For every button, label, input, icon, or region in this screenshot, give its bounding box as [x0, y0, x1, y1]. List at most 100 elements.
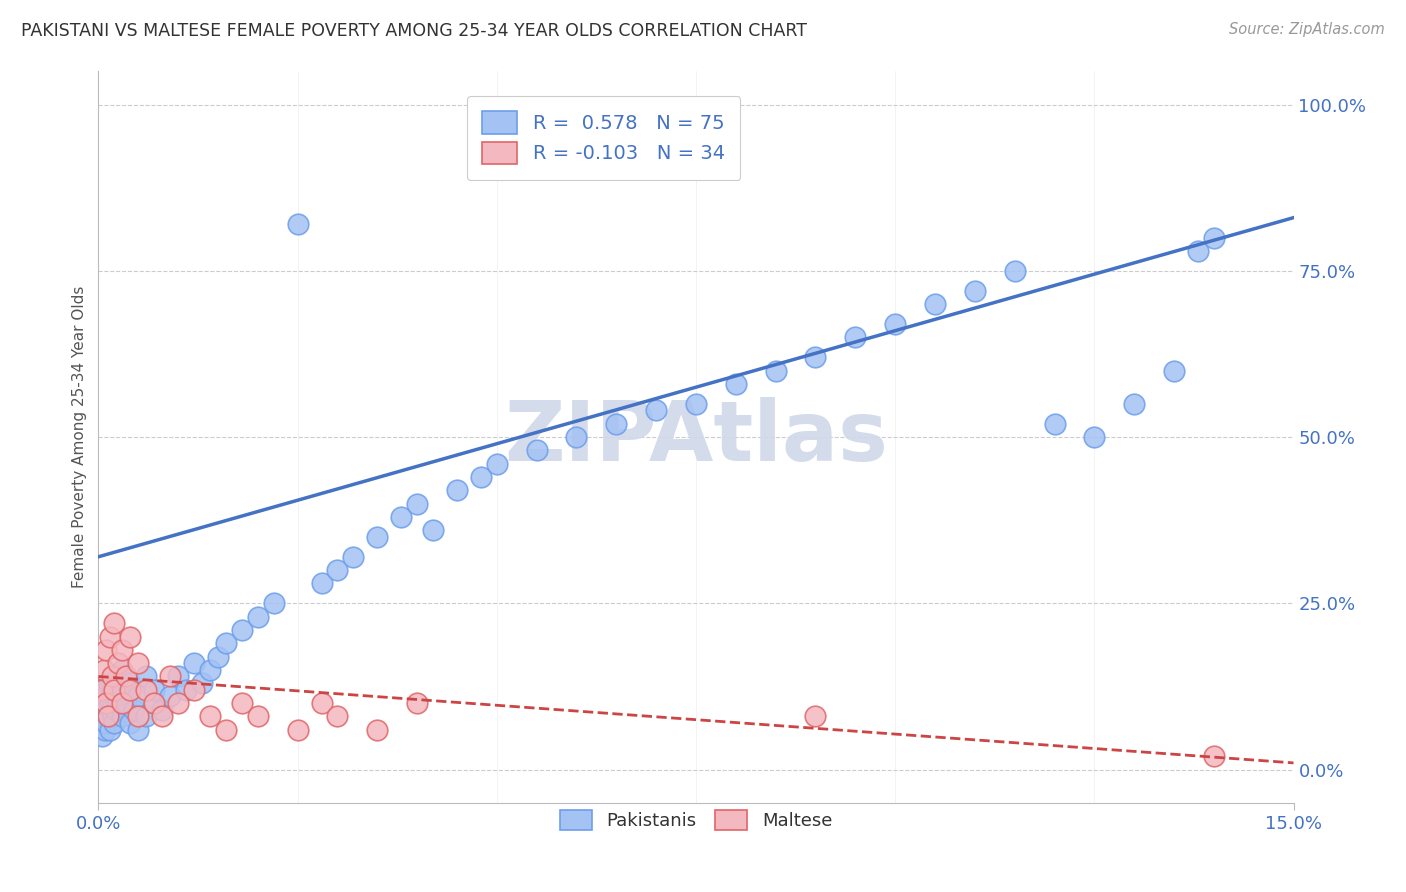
Point — [111, 682, 134, 697]
Point — [765, 363, 787, 377]
Point — [90, 729, 112, 743]
Point — [231, 696, 253, 710]
Text: PAKISTANI VS MALTESE FEMALE POVERTY AMONG 25-34 YEAR OLDS CORRELATION CHART: PAKISTANI VS MALTESE FEMALE POVERTY AMON… — [21, 22, 807, 40]
Point — [104, 703, 127, 717]
Point — [446, 483, 468, 498]
Point — [150, 703, 173, 717]
Point — [93, 663, 115, 677]
Point — [127, 656, 149, 670]
Point — [120, 630, 142, 644]
Point — [96, 696, 118, 710]
Point — [963, 284, 986, 298]
Point — [198, 663, 221, 677]
Point — [111, 696, 134, 710]
Legend: Pakistanis, Maltese: Pakistanis, Maltese — [553, 803, 839, 838]
Point — [287, 723, 309, 737]
Point — [1083, 430, 1105, 444]
Point — [605, 417, 627, 431]
Point — [844, 330, 866, 344]
Point — [103, 716, 125, 731]
Point — [96, 716, 118, 731]
Point — [231, 623, 253, 637]
Point — [287, 217, 309, 231]
Point — [115, 696, 138, 710]
Point — [93, 682, 115, 697]
Point — [97, 709, 120, 723]
Point — [246, 609, 269, 624]
Point — [183, 682, 205, 697]
Point — [1163, 363, 1185, 377]
Point — [389, 509, 412, 524]
Point — [97, 676, 120, 690]
Point — [311, 576, 333, 591]
Point — [107, 656, 129, 670]
Point — [127, 690, 149, 704]
Point — [124, 703, 146, 717]
Point — [127, 709, 149, 723]
Point — [884, 317, 907, 331]
Point — [326, 709, 349, 723]
Text: ZIPAtlas: ZIPAtlas — [503, 397, 889, 477]
Point — [120, 676, 142, 690]
Point — [526, 443, 548, 458]
Point — [143, 696, 166, 710]
Point — [91, 696, 114, 710]
Point — [115, 669, 138, 683]
Point — [246, 709, 269, 723]
Point — [101, 682, 124, 697]
Point — [105, 676, 128, 690]
Point — [311, 696, 333, 710]
Point — [103, 690, 125, 704]
Point — [191, 676, 214, 690]
Point — [1004, 264, 1026, 278]
Point — [263, 596, 285, 610]
Point — [135, 709, 157, 723]
Point — [91, 709, 114, 723]
Point — [167, 696, 190, 710]
Point — [111, 709, 134, 723]
Point — [143, 682, 166, 697]
Point — [724, 376, 747, 391]
Point — [174, 682, 197, 697]
Point — [1123, 397, 1146, 411]
Point — [924, 297, 946, 311]
Y-axis label: Female Poverty Among 25-34 Year Olds: Female Poverty Among 25-34 Year Olds — [72, 286, 87, 588]
Point — [1043, 417, 1066, 431]
Point — [127, 723, 149, 737]
Point — [366, 530, 388, 544]
Point — [107, 696, 129, 710]
Text: Source: ZipAtlas.com: Source: ZipAtlas.com — [1229, 22, 1385, 37]
Point — [470, 470, 492, 484]
Point — [101, 709, 124, 723]
Point — [91, 682, 114, 697]
Point — [326, 563, 349, 577]
Point — [1202, 749, 1225, 764]
Point — [96, 643, 118, 657]
Point — [1202, 230, 1225, 244]
Point — [198, 709, 221, 723]
Point — [94, 723, 117, 737]
Point — [183, 656, 205, 670]
Point — [143, 696, 166, 710]
Point — [804, 709, 827, 723]
Point — [406, 497, 429, 511]
Point — [422, 523, 444, 537]
Point — [645, 403, 668, 417]
Point — [215, 636, 238, 650]
Point — [565, 430, 588, 444]
Point — [366, 723, 388, 737]
Point — [97, 709, 120, 723]
Point — [159, 669, 181, 683]
Point — [207, 649, 229, 664]
Point — [98, 696, 121, 710]
Point — [485, 457, 508, 471]
Point — [96, 690, 118, 704]
Point — [98, 723, 122, 737]
Point — [685, 397, 707, 411]
Point — [100, 703, 122, 717]
Point — [215, 723, 238, 737]
Point — [111, 663, 134, 677]
Point — [342, 549, 364, 564]
Point — [101, 669, 124, 683]
Point — [120, 682, 142, 697]
